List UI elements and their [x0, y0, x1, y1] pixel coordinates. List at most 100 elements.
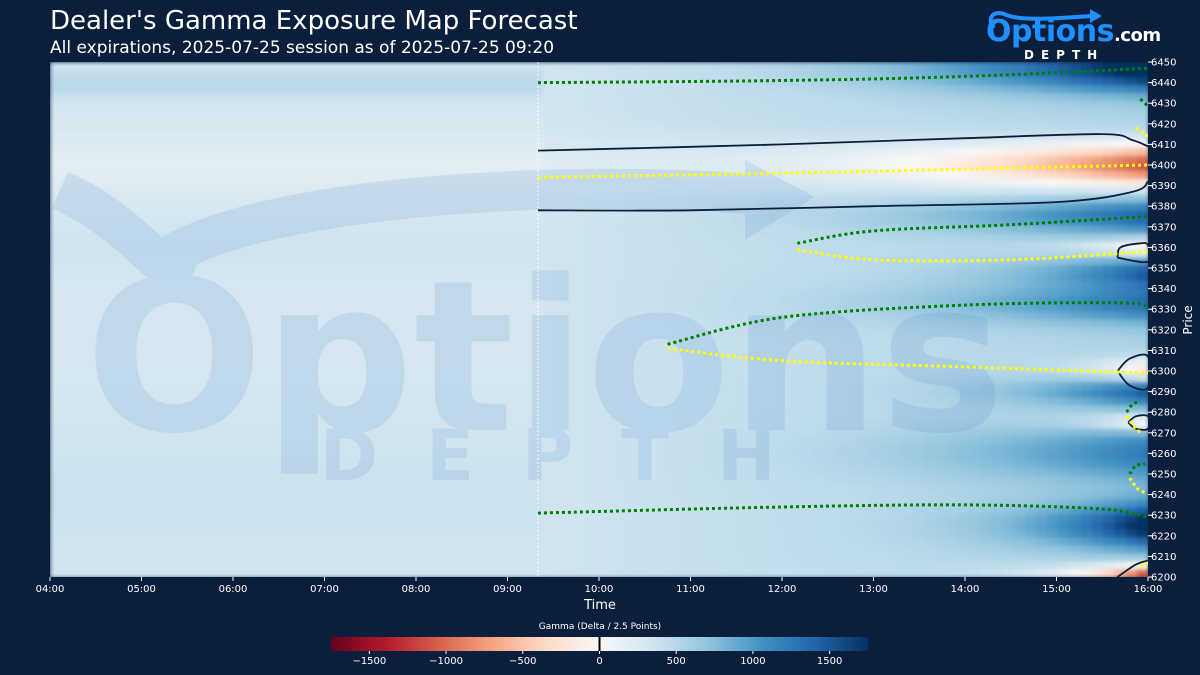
heatmap-cell [744, 202, 757, 212]
heatmap-cell [408, 452, 421, 461]
heatmap-cell [106, 171, 119, 181]
heatmap-cell [834, 155, 847, 165]
heatmap-cell [879, 358, 892, 368]
heatmap-cell [419, 342, 432, 352]
heatmap-cell [811, 319, 825, 329]
heatmap-cell [206, 350, 220, 360]
heatmap-cell [733, 296, 746, 305]
heatmap-cell [554, 335, 567, 344]
heatmap-cell [419, 428, 432, 438]
heatmap-cell [162, 85, 175, 95]
heatmap-cell [666, 124, 679, 134]
heatmap-cell [856, 514, 869, 524]
heatmap-cell [554, 303, 567, 313]
heatmap-cell [520, 319, 533, 329]
heatmap-cell [442, 545, 455, 555]
heatmap-cell [240, 218, 253, 227]
heatmap-cell [542, 366, 556, 376]
heatmap-cell [643, 413, 657, 422]
heatmap-cell [430, 342, 444, 352]
heatmap-cell [733, 124, 746, 134]
heatmap-cell [722, 194, 735, 204]
heatmap-cell [834, 288, 847, 298]
heatmap-cell [50, 506, 63, 516]
heatmap-cell [867, 62, 881, 71]
heatmap-cell [733, 358, 746, 368]
heatmap-cell [72, 506, 85, 516]
heatmap-cell [285, 381, 298, 391]
heatmap-cell [184, 288, 197, 298]
heatmap-cell [50, 101, 63, 110]
heatmap-cell [475, 257, 488, 266]
heatmap-cell [744, 85, 757, 95]
heatmap-cell [50, 335, 63, 344]
heatmap-cell [498, 522, 511, 532]
heatmap-cell [262, 225, 276, 235]
heatmap-cell [386, 147, 399, 157]
heatmap-cell [811, 397, 825, 407]
heatmap-cell [755, 491, 769, 500]
heatmap-cell [475, 537, 488, 547]
heatmap-cell [867, 296, 881, 305]
heatmap-cell [442, 420, 455, 430]
heatmap-cell [688, 374, 701, 383]
heatmap-cell [554, 569, 567, 577]
heatmap-cell [643, 389, 657, 399]
heatmap-cell [486, 108, 500, 118]
heatmap-cell [688, 498, 701, 508]
heatmap-cell [879, 69, 892, 79]
heatmap-cell [184, 280, 197, 290]
heatmap-cell [341, 272, 354, 282]
heatmap-cell [486, 335, 500, 344]
heatmap-cell [610, 537, 623, 547]
heatmap-cell [845, 413, 858, 422]
heatmap-cell [218, 522, 231, 532]
heatmap-cell [206, 413, 220, 422]
heatmap-cell [464, 272, 477, 282]
heatmap-cell [834, 327, 847, 337]
heatmap-cell [251, 272, 264, 282]
heatmap-cell [128, 311, 141, 321]
heatmap-cell [576, 147, 589, 157]
heatmap-cell [811, 342, 825, 352]
heatmap-cell [879, 303, 892, 313]
heatmap-cell [509, 296, 522, 305]
heatmap-cell [486, 444, 500, 454]
heatmap-cell [128, 405, 141, 415]
heatmap-cell [542, 545, 556, 555]
heatmap-cell [419, 218, 432, 227]
heatmap-cell [162, 163, 175, 173]
heatmap-cell [811, 280, 825, 290]
heatmap-cell [722, 561, 735, 571]
heatmap-cell [363, 241, 376, 251]
heatmap-cell [632, 132, 645, 142]
heatmap-cell [285, 85, 298, 95]
heatmap-cell [195, 569, 208, 577]
heatmap-cell [610, 186, 623, 196]
heatmap-cell [285, 413, 298, 422]
heatmap-cell [374, 147, 388, 157]
heatmap-cell [363, 124, 376, 134]
heatmap-cell [677, 358, 690, 368]
heatmap-cell [72, 545, 85, 555]
heatmap-cell [464, 569, 477, 577]
heatmap-cell [106, 124, 119, 134]
heatmap-cell [856, 101, 869, 110]
heatmap-cell [184, 186, 197, 196]
heatmap-cell [61, 381, 74, 391]
heatmap-cell [408, 514, 421, 524]
heatmap-cell [621, 303, 634, 313]
heatmap-cell [162, 202, 175, 212]
heatmap-cell [419, 467, 432, 477]
heatmap-cell [867, 257, 881, 266]
heatmap-cell [296, 327, 309, 337]
heatmap-cell [206, 147, 220, 157]
heatmap-cell [554, 241, 567, 251]
heatmap-cell [688, 413, 701, 422]
heatmap-cell [632, 93, 645, 103]
heatmap-cell [117, 459, 130, 469]
heatmap-cell [318, 358, 332, 368]
heatmap-cell [722, 101, 735, 110]
heatmap-cell [352, 459, 365, 469]
heatmap-cell [486, 514, 500, 524]
